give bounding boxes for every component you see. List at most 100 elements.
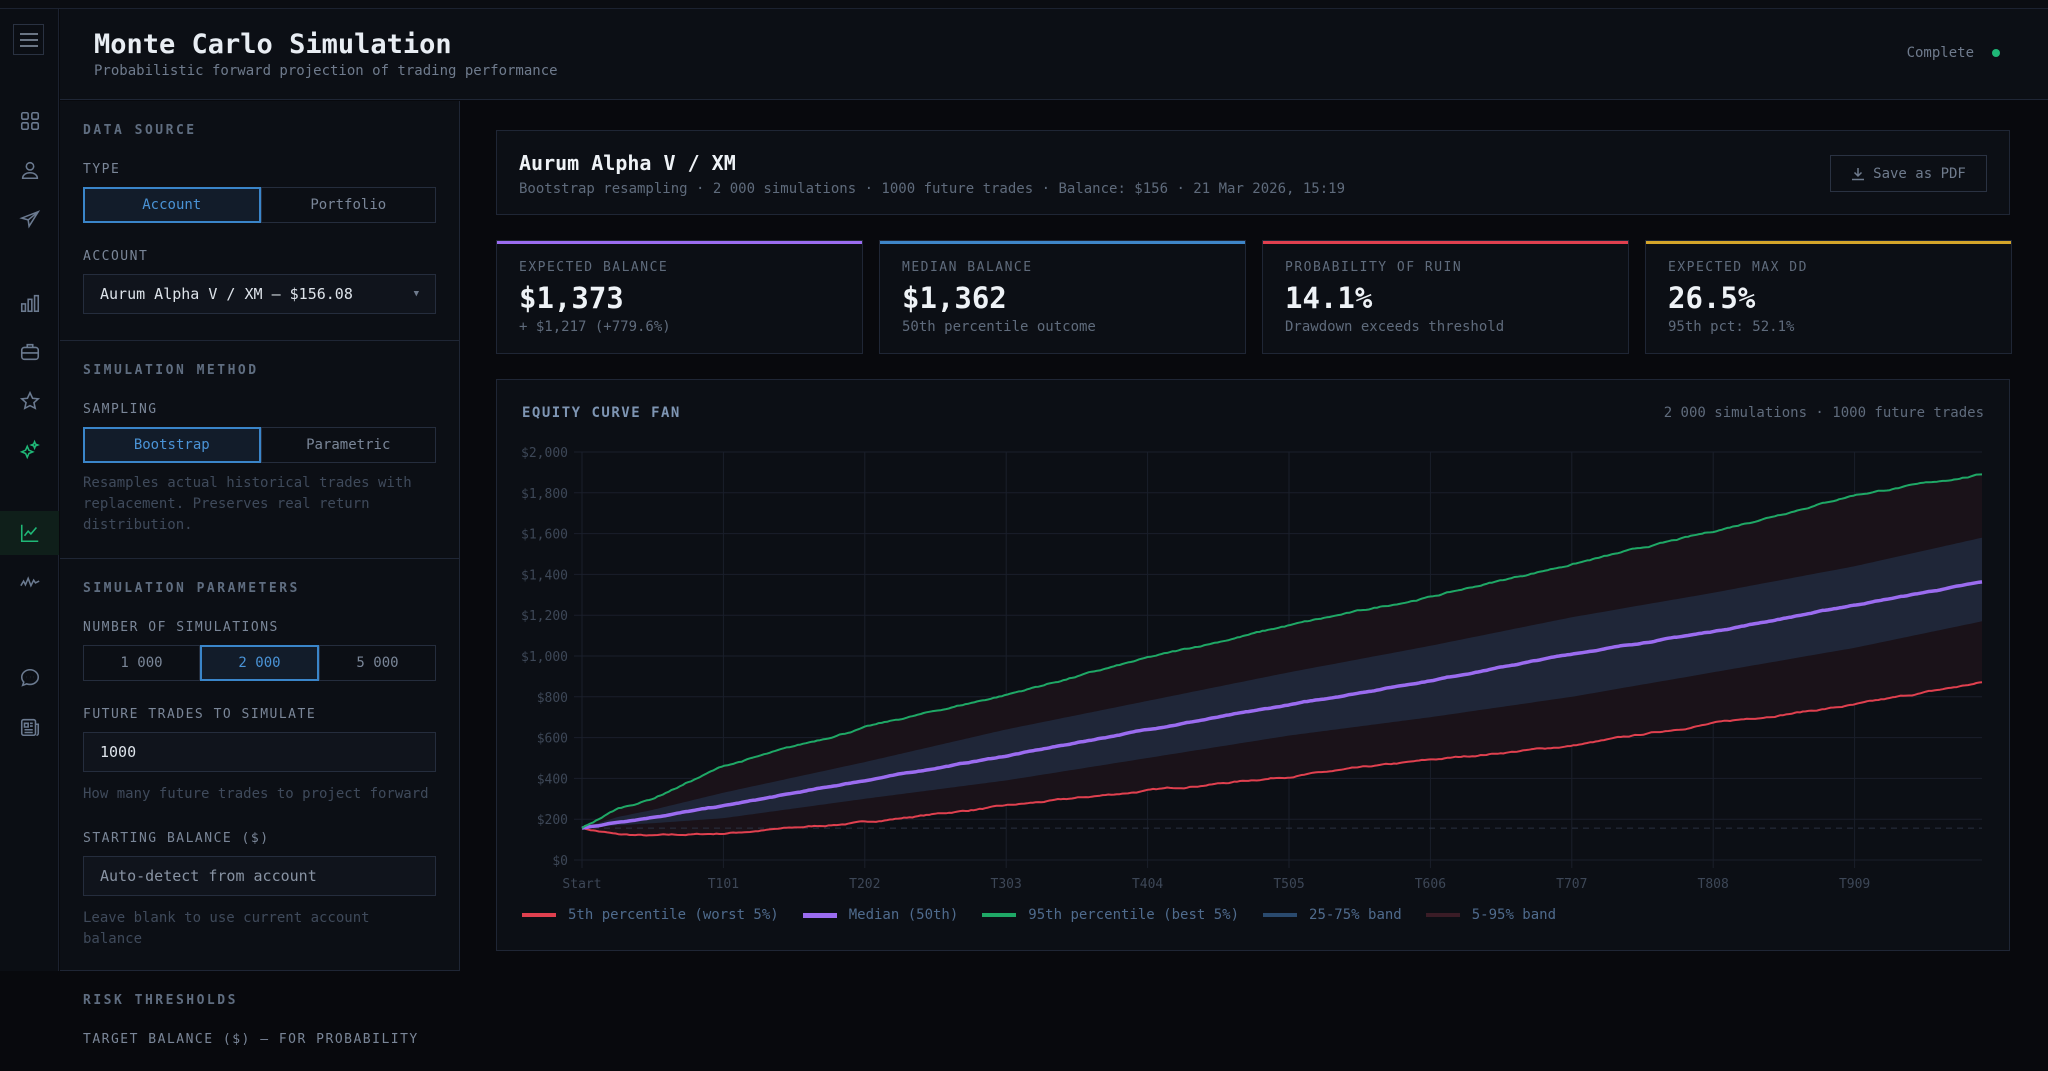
- target-balance-label: TARGET BALANCE ($) — FOR PROBABILITY: [83, 1032, 419, 1047]
- stat-sub: 95th pct: 52.1%: [1668, 319, 1795, 335]
- legend-swatch: [522, 913, 556, 917]
- stat-value: 14.1%: [1285, 281, 1373, 315]
- x-tick-label: T606: [1415, 877, 1446, 892]
- x-tick-label: T404: [1132, 877, 1163, 892]
- x-tick-label: T808: [1698, 877, 1729, 892]
- page-subtitle: Probabilistic forward projection of trad…: [94, 63, 558, 79]
- x-tick-label: T101: [708, 877, 739, 892]
- dashboard-icon[interactable]: [0, 99, 59, 143]
- x-tick-label: T505: [1273, 877, 1304, 892]
- simulation-meta: Bootstrap resampling · 2 000 simulations…: [519, 181, 1346, 197]
- starting-balance-hint: Leave blank to use current account balan…: [83, 910, 370, 947]
- starting-balance-input[interactable]: Auto-detect from account: [83, 856, 436, 896]
- activity-icon[interactable]: [0, 560, 59, 604]
- icon-rail: [0, 9, 59, 971]
- legend-item-p95[interactable]: 95th percentile (best 5%): [982, 907, 1239, 923]
- legend-item-band-5-95[interactable]: 5-95% band: [1425, 907, 1557, 923]
- accent-bar: [1263, 241, 1628, 244]
- band-25-75: [582, 537, 1982, 829]
- type-label: TYPE: [83, 162, 121, 177]
- y-tick-label: $400: [537, 772, 568, 787]
- stat-card-probability-of-ruin: PROBABILITY OF RUIN 14.1% Drawdown exceeds…: [1262, 240, 1629, 354]
- y-tick-label: $1,800: [521, 487, 568, 502]
- num-simulations-label: NUMBER OF SIMULATIONS: [83, 620, 279, 635]
- legend-item-median[interactable]: Median (50th): [802, 907, 958, 923]
- legend-label: 5-95% band: [1471, 907, 1557, 923]
- legend-swatch: [1263, 913, 1298, 917]
- stat-label: EXPECTED MAX DD: [1668, 260, 1808, 275]
- menu-button[interactable]: [13, 24, 44, 55]
- download-icon: [1852, 167, 1865, 180]
- legend-swatch: [802, 912, 837, 918]
- user-icon[interactable]: [0, 148, 59, 192]
- band-5-95: [582, 474, 1982, 836]
- star-icon[interactable]: [0, 379, 59, 423]
- section-heading: SIMULATION METHOD: [83, 363, 259, 378]
- newspaper-icon[interactable]: [0, 705, 59, 749]
- stat-sub: 50th percentile outcome: [902, 319, 1096, 335]
- stat-value: $1,373: [519, 281, 624, 315]
- series-line-median: [581, 580, 1983, 830]
- hamburger-icon: [19, 32, 38, 47]
- briefcase-icon[interactable]: [0, 330, 59, 374]
- chat-icon[interactable]: [0, 656, 59, 700]
- sampling-bootstrap-button[interactable]: Bootstrap: [83, 427, 261, 463]
- line-chart-icon[interactable]: [0, 511, 59, 555]
- settings-panel: DATA SOURCE TYPE Account Portfolio ACCOU…: [60, 101, 460, 1047]
- y-tick-label: $1,000: [521, 650, 568, 665]
- save-pdf-label: Save as PDF: [1873, 165, 1966, 182]
- future-trades-input[interactable]: 1000: [83, 732, 436, 772]
- x-tick-label: T202: [849, 877, 880, 892]
- chart-title: EQUITY CURVE FAN: [522, 405, 681, 421]
- page-title: Monte Carlo Simulation: [94, 29, 452, 60]
- accent-bar: [497, 241, 862, 244]
- starting-balance-label: STARTING BALANCE ($): [83, 831, 270, 846]
- legend-swatch: [1425, 913, 1460, 917]
- y-tick-label: $1,200: [521, 609, 568, 624]
- sampling-toggle: Bootstrap Parametric: [83, 427, 436, 463]
- bar-chart-icon[interactable]: [0, 281, 59, 325]
- save-pdf-button[interactable]: Save as PDF: [1830, 155, 1987, 192]
- sampling-parametric-button[interactable]: Parametric: [260, 427, 436, 463]
- account-title: Aurum Alpha V / XM: [519, 151, 736, 175]
- account-select-value: Aurum Alpha V / XM — $156.08: [100, 285, 353, 303]
- sparkles-icon[interactable]: [0, 428, 59, 472]
- accent-bar: [1646, 241, 2011, 244]
- page-header: Monte Carlo Simulation Probabilistic for…: [60, 9, 2048, 100]
- y-tick-label: $0: [552, 854, 568, 869]
- sims-2000-button[interactable]: 2 000: [200, 645, 319, 681]
- legend-label: 5th percentile (worst 5%): [568, 907, 779, 923]
- stat-sub: + $1,217 (+779.6%): [519, 319, 671, 335]
- legend-item-band-25-75[interactable]: 25-75% band: [1263, 907, 1402, 923]
- y-tick-label: $600: [537, 732, 568, 747]
- stat-label: PROBABILITY OF RUIN: [1285, 260, 1463, 275]
- stat-card-median-balance: MEDIAN BALANCE $1,362 50th percentile outc…: [879, 240, 1246, 354]
- sims-5000-button[interactable]: 5 000: [319, 645, 436, 681]
- simulation-method-section: SIMULATION METHOD SAMPLING Bootstrap Par…: [60, 341, 459, 559]
- summary-card: Aurum Alpha V / XM Bootstrap resampling …: [496, 130, 2010, 215]
- type-account-button[interactable]: Account: [83, 187, 261, 223]
- chevron-down-icon: ▼: [413, 289, 419, 299]
- status-indicator: Complete: [1907, 45, 2000, 61]
- stat-card-expected-balance: EXPECTED BALANCE $1,373 + $1,217 (+779.6%): [496, 240, 863, 354]
- future-trades-hint: How many future trades to project forwar…: [83, 786, 429, 802]
- status-dot-icon: [1992, 49, 2000, 57]
- sampling-label: SAMPLING: [83, 402, 158, 417]
- risk-thresholds-section: RISK THRESHOLDS TARGET BALANCE ($) — FOR…: [60, 971, 459, 1071]
- legend-label: 25-75% band: [1309, 907, 1402, 923]
- legend-item-p5[interactable]: 5th percentile (worst 5%): [522, 907, 779, 923]
- accent-bar: [880, 241, 1245, 244]
- sims-1000-button[interactable]: 1 000: [83, 645, 200, 681]
- account-select[interactable]: Aurum Alpha V / XM — $156.08 ▼: [83, 274, 436, 314]
- simulation-parameters-section: SIMULATION PARAMETERS NUMBER OF SIMULATI…: [60, 559, 459, 971]
- series-line-p95: [581, 473, 1983, 829]
- status-text: Complete: [1906, 45, 1974, 61]
- type-portfolio-button[interactable]: Portfolio: [260, 187, 436, 223]
- send-icon[interactable]: [0, 197, 59, 241]
- legend-label: 95th percentile (best 5%): [1028, 907, 1240, 923]
- y-tick-label: $2,000: [521, 446, 568, 461]
- account-label: ACCOUNT: [83, 249, 149, 264]
- series-line-p5: [581, 681, 1983, 837]
- y-tick-label: $800: [537, 691, 568, 706]
- section-heading: DATA SOURCE: [83, 123, 197, 138]
